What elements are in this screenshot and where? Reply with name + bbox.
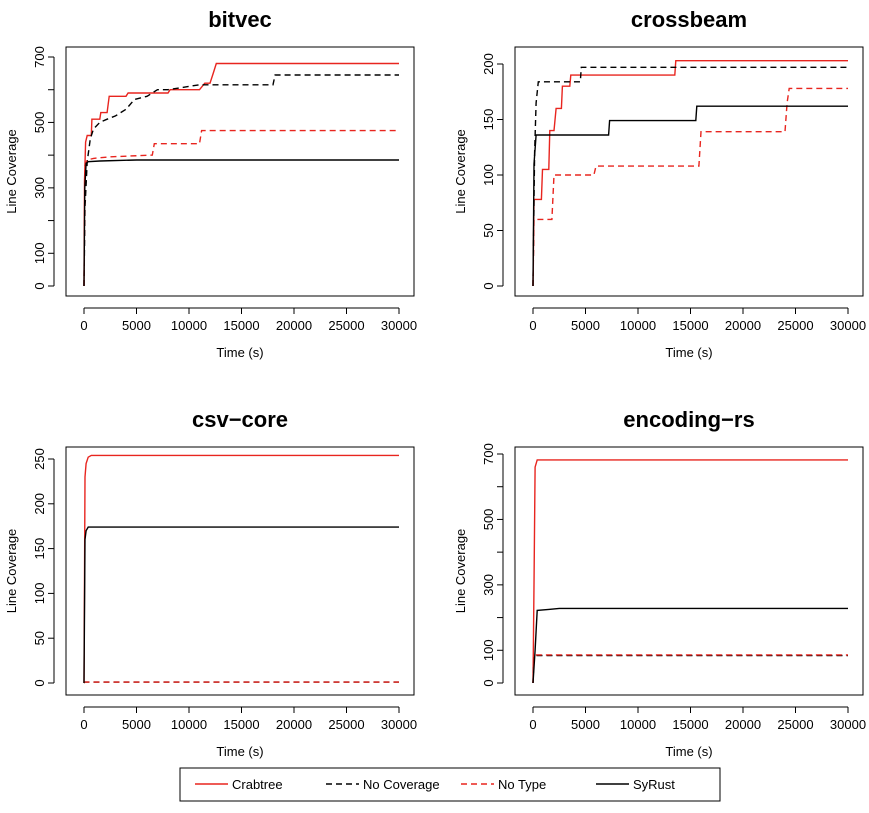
legend-box	[179, 767, 721, 802]
y-tick-label: 700	[481, 443, 496, 465]
y-tick-label: 250	[32, 448, 47, 470]
x-axis-label: Time (s)	[665, 744, 712, 759]
x-tick-label: 0	[529, 717, 536, 732]
y-tick-label: 0	[32, 282, 47, 289]
series-line-crabtree	[83, 62, 399, 287]
x-tick-label: 0	[529, 318, 536, 333]
series-line-crabtree	[532, 459, 848, 684]
x-tick-label: 10000	[171, 318, 207, 333]
x-tick-label: 20000	[725, 717, 761, 732]
chart-title: encoding−rs	[623, 407, 754, 432]
y-axis-label: Line Coverage	[453, 529, 468, 614]
y-tick-label: 0	[481, 282, 496, 289]
chart-title: bitvec	[208, 7, 272, 32]
legend: Crabtree No Coverage No Type SyRust	[179, 767, 721, 802]
y-tick-label: 50	[32, 631, 47, 645]
series-line-no-coverage	[532, 654, 848, 684]
x-tick-label: 10000	[171, 717, 207, 732]
series-line-syrust	[532, 607, 848, 684]
series-line-no-coverage	[532, 66, 848, 287]
x-tick-label: 5000	[571, 717, 600, 732]
series-line-syrust	[83, 526, 399, 684]
panel-2: csv−core 0 5000 10000 15000 20000 25000 30000 Ti…	[4, 407, 417, 759]
x-tick-label: 30000	[830, 318, 866, 333]
x-tick-label: 25000	[328, 318, 364, 333]
series-line-crabtree	[83, 454, 399, 684]
series-line-no-type	[532, 654, 848, 684]
x-tick-label: 25000	[777, 318, 813, 333]
y-axis-label: Line Coverage	[453, 129, 468, 214]
x-tick-label: 10000	[620, 318, 656, 333]
plot-frame	[65, 446, 415, 696]
plot-frame	[514, 46, 864, 297]
x-tick-label: 25000	[328, 717, 364, 732]
y-tick-label: 200	[481, 53, 496, 75]
y-tick-label: 0	[481, 679, 496, 686]
series-line-crabtree	[532, 60, 848, 287]
x-tick-label: 15000	[672, 717, 708, 732]
x-tick-label: 25000	[777, 717, 813, 732]
series-line-syrust	[83, 159, 399, 287]
x-axis-label: Time (s)	[216, 345, 263, 360]
chart-title: crossbeam	[631, 7, 747, 32]
legend-label: SyRust	[633, 777, 675, 792]
panel-1: crossbeam 0 5000 10000 15000 20000 25000 30000 T…	[453, 7, 866, 360]
plot-frame	[514, 446, 864, 696]
series-line-no-coverage	[83, 74, 399, 287]
y-tick-label: 100	[481, 639, 496, 661]
x-tick-label: 5000	[571, 318, 600, 333]
x-tick-label: 15000	[223, 318, 259, 333]
x-tick-label: 0	[80, 318, 87, 333]
y-tick-label: 100	[481, 164, 496, 186]
legend-label: Crabtree	[232, 777, 283, 792]
y-tick-label: 300	[32, 177, 47, 199]
y-tick-label: 500	[481, 509, 496, 531]
y-axis-label: Line Coverage	[4, 529, 19, 614]
y-tick-label: 150	[481, 109, 496, 131]
panel-3: encoding−rs0 5000 10000 15000 20000 25000 3000…	[453, 407, 866, 759]
y-axis-label: Line Coverage	[4, 129, 19, 214]
x-tick-label: 30000	[381, 318, 417, 333]
x-tick-label: 5000	[122, 318, 151, 333]
y-tick-label: 300	[481, 574, 496, 596]
legend-label: No Coverage	[363, 777, 440, 792]
legend-label: No Type	[498, 777, 546, 792]
y-tick-label: 0	[32, 679, 47, 686]
x-axis-label: Time (s)	[216, 744, 263, 759]
y-tick-label: 50	[481, 223, 496, 237]
series-line-no-coverage	[83, 681, 399, 684]
x-tick-label: 30000	[381, 717, 417, 732]
x-tick-label: 20000	[276, 717, 312, 732]
x-tick-label: 0	[80, 717, 87, 732]
x-axis-label: Time (s)	[665, 345, 712, 360]
y-tick-label: 150	[32, 538, 47, 560]
x-tick-label: 15000	[672, 318, 708, 333]
series-line-no-type	[83, 129, 399, 287]
chart-title: csv−core	[192, 407, 288, 432]
series-line-syrust	[532, 105, 848, 287]
y-tick-label: 200	[32, 493, 47, 515]
series-line-no-type	[532, 87, 848, 287]
x-tick-label: 15000	[223, 717, 259, 732]
y-tick-label: 100	[32, 583, 47, 605]
y-tick-label: 500	[32, 112, 47, 134]
x-tick-label: 20000	[276, 318, 312, 333]
x-tick-label: 30000	[830, 717, 866, 732]
x-tick-label: 5000	[122, 717, 151, 732]
x-tick-label: 20000	[725, 318, 761, 333]
y-tick-label: 700	[32, 46, 47, 68]
y-tick-label: 100	[32, 242, 47, 264]
x-tick-label: 10000	[620, 717, 656, 732]
plot-frame	[65, 46, 415, 297]
series-line-no-type	[83, 681, 399, 684]
